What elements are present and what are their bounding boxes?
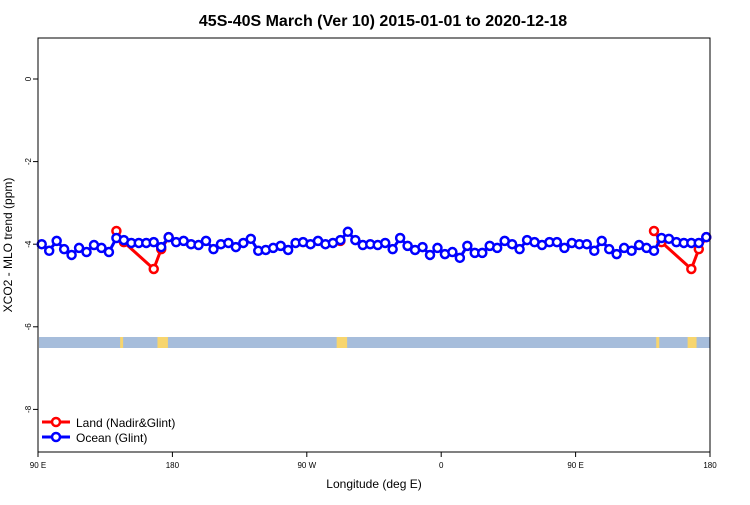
ocean-point — [163, 231, 174, 243]
x-tick-label: 180 — [703, 461, 717, 470]
y-tick-label: -6 — [24, 323, 33, 331]
ocean-point — [462, 240, 473, 252]
ocean-point — [342, 226, 354, 238]
ocean-point — [96, 242, 107, 254]
y-tick-label: 0 — [24, 76, 33, 81]
ocean-point — [148, 236, 159, 248]
ocean-point — [193, 239, 204, 251]
ocean-point — [36, 238, 47, 250]
ocean-point — [454, 252, 466, 264]
ocean-point — [208, 243, 219, 255]
ocean-point — [350, 234, 361, 246]
ocean-point — [200, 235, 212, 247]
ocean-point — [223, 237, 234, 249]
ocean-point — [447, 246, 458, 258]
ocean-point — [66, 249, 77, 261]
ocean-point — [514, 243, 525, 255]
ocean-point — [282, 244, 294, 256]
ocean-point — [491, 242, 503, 254]
ocean-point — [477, 247, 488, 259]
ocean-point — [424, 249, 436, 261]
plot-frame — [37, 37, 711, 453]
land-mask-land — [336, 337, 348, 348]
ocean-point — [73, 242, 85, 254]
ocean-point — [551, 236, 563, 248]
chart-title: 45S-40S March (Ver 10) 2015-01-01 to 202… — [199, 13, 567, 30]
ocean-point — [103, 246, 115, 258]
x-tick-label: 180 — [166, 461, 180, 470]
ocean-point — [506, 238, 518, 250]
ocean-point — [626, 245, 637, 257]
x-tick-label: 90 E — [567, 461, 583, 470]
ocean-point — [701, 231, 712, 243]
y-axis-label: XCO2 - MLO trend (ppm) — [1, 178, 15, 313]
ocean-point — [58, 243, 70, 255]
ocean-point — [581, 238, 593, 250]
ocean-point — [693, 237, 705, 249]
land-mask-band — [39, 337, 710, 348]
legend-land-label: Land (Nadir&Glint) — [76, 416, 175, 430]
ocean-point — [559, 242, 570, 254]
land-point — [648, 225, 660, 237]
ocean-point — [589, 245, 600, 257]
ocean-point — [387, 243, 398, 255]
ocean-point — [596, 235, 607, 247]
ocean-point — [81, 246, 92, 258]
x-tick-label: 90 W — [297, 461, 316, 470]
land-mask-land — [687, 337, 697, 348]
ocean-point — [335, 234, 346, 246]
land-mask-land — [157, 337, 168, 348]
land-mask-land — [120, 337, 124, 348]
ocean-point — [379, 237, 391, 249]
ocean-point — [51, 235, 62, 247]
ocean-point — [230, 241, 242, 253]
land-mask-land — [656, 337, 660, 348]
x-tick-label: 90 E — [30, 461, 46, 470]
legend-ocean-marker — [50, 431, 62, 443]
ocean-point — [417, 241, 428, 253]
ocean-point — [432, 242, 443, 254]
ocean-point — [43, 245, 55, 257]
land-point — [686, 263, 697, 275]
y-tick-label: -2 — [24, 157, 33, 165]
y-tick-label: -8 — [24, 405, 33, 413]
x-axis-label: Longitude (deg E) — [326, 477, 421, 491]
legend: Land (Nadir&Glint) Ocean (Glint) — [42, 416, 175, 445]
ocean-point — [603, 243, 615, 255]
ocean-point — [275, 240, 286, 252]
ocean-point — [155, 241, 167, 253]
y-tick-label: -4 — [24, 240, 33, 248]
ocean-point — [402, 240, 413, 252]
land-point — [148, 263, 159, 275]
legend-land-marker — [50, 416, 62, 428]
ocean-point — [238, 237, 249, 249]
legend-ocean-label: Ocean (Glint) — [76, 431, 147, 445]
ocean-point — [648, 245, 660, 257]
ocean-point — [394, 232, 406, 244]
x-tick-label: 0 — [439, 461, 444, 470]
ocean-point — [611, 248, 622, 260]
ocean-point — [245, 233, 257, 245]
